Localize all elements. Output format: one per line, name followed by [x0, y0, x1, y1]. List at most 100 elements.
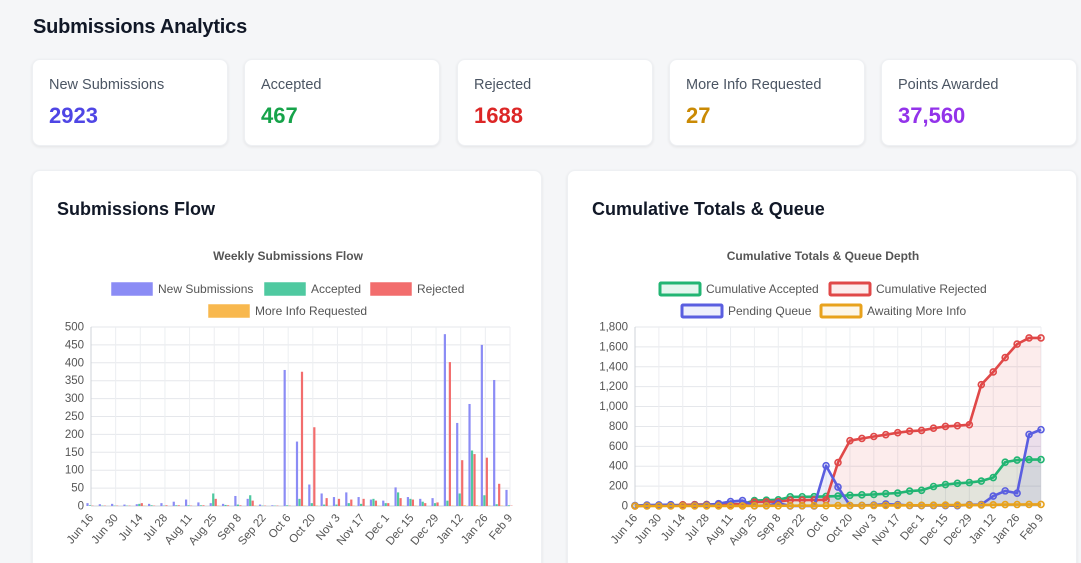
series-line — [635, 503, 1041, 508]
data-point — [1001, 487, 1009, 495]
bar — [111, 503, 114, 506]
y-tick-label: 100 — [65, 465, 84, 477]
y-tick-label: 250 — [65, 411, 84, 423]
data-point — [917, 501, 926, 510]
x-tick-label: Jul 14 — [117, 512, 146, 544]
bar — [507, 505, 511, 506]
stat-value: 37,560 — [898, 103, 966, 128]
data-point — [762, 502, 771, 510]
bar — [480, 344, 483, 506]
bar — [249, 495, 252, 506]
bar — [224, 504, 227, 506]
bar — [226, 505, 230, 506]
bar — [362, 498, 365, 506]
data-point — [690, 502, 699, 510]
data-point — [941, 501, 950, 509]
stat-label: Rejected — [474, 77, 532, 93]
bar — [320, 493, 323, 506]
bar — [212, 493, 215, 506]
data-point — [834, 483, 842, 491]
bar — [458, 493, 461, 506]
stat-label: New Submissions — [49, 77, 165, 93]
stat-card-rejected: Rejected 1688 — [457, 59, 653, 146]
y-tick-label: 400 — [609, 461, 628, 473]
bar — [493, 379, 496, 506]
y-tick-label: 1,000 — [599, 401, 628, 413]
bar — [360, 503, 363, 506]
bar — [300, 371, 304, 506]
stat-label: More Info Requested — [686, 77, 822, 93]
bar — [221, 503, 225, 506]
x-tick-label: Feb 9 — [487, 512, 515, 542]
data-point — [917, 486, 926, 495]
data-point — [870, 432, 878, 441]
bar — [419, 498, 422, 506]
data-point — [953, 479, 962, 488]
data-point — [1001, 500, 1009, 509]
bar — [323, 504, 326, 506]
bar — [199, 505, 203, 506]
data-point — [1037, 334, 1045, 342]
data-point — [631, 502, 639, 510]
bar — [498, 483, 501, 506]
bar — [175, 505, 178, 506]
data-point — [905, 487, 914, 495]
y-tick-label: 200 — [609, 481, 628, 493]
legend-label: Cumulative Rejected — [876, 282, 987, 296]
bar — [165, 505, 168, 506]
bar — [384, 503, 387, 506]
y-tick-label: 1,200 — [599, 381, 628, 393]
bar — [234, 495, 237, 506]
data-point — [1025, 455, 1033, 464]
bar — [443, 334, 446, 506]
bar — [123, 504, 126, 506]
weekly-flow-chart: Weekly Submissions Flow New Submissions Ac… — [65, 249, 515, 548]
legend-label: New Submissions — [158, 282, 253, 296]
bar — [140, 503, 143, 506]
data-point — [917, 426, 926, 435]
data-point — [702, 502, 711, 510]
bar — [310, 503, 313, 506]
y-tick-label: 0 — [622, 501, 628, 513]
y-tick-label: 450 — [65, 339, 84, 351]
bar — [387, 503, 390, 506]
bar — [475, 505, 479, 506]
x-tick-label: Jul 14 — [659, 512, 688, 544]
legend-swatch — [658, 281, 702, 297]
panel-title: Submissions Flow — [57, 199, 216, 219]
data-point — [1037, 500, 1045, 509]
y-tick-label: 300 — [65, 393, 84, 405]
data-point — [834, 492, 842, 500]
data-point — [1001, 353, 1009, 362]
bar — [374, 500, 378, 506]
data-point — [750, 502, 759, 510]
y-tick-label: 800 — [609, 421, 628, 433]
data-point — [1013, 340, 1021, 348]
data-point — [1013, 456, 1021, 464]
legend-label: More Info Requested — [255, 304, 367, 318]
data-point — [905, 501, 914, 510]
y-tick-label: 200 — [65, 429, 84, 441]
bar — [214, 498, 217, 506]
bar — [483, 495, 486, 506]
bar — [160, 503, 163, 506]
bar — [313, 427, 316, 506]
data-point — [798, 501, 806, 510]
chart-title: Cumulative Totals & Queue Depth — [727, 249, 919, 263]
data-point — [846, 501, 854, 510]
bar — [98, 504, 101, 506]
stat-value: 2923 — [49, 103, 98, 128]
data-point — [1013, 489, 1021, 497]
data-point — [870, 501, 878, 510]
bar — [239, 505, 242, 506]
x-tick-label: Oct 20 — [287, 512, 318, 546]
legend-label: Accepted — [311, 282, 361, 296]
bar — [295, 441, 299, 506]
bar — [135, 504, 138, 506]
data-point — [846, 436, 854, 445]
data-point — [941, 480, 950, 489]
x-tick-label: Jun 30 — [90, 512, 121, 546]
y-tick-label: 0 — [78, 501, 84, 513]
data-point — [1001, 458, 1009, 466]
series-area — [635, 337, 1041, 506]
